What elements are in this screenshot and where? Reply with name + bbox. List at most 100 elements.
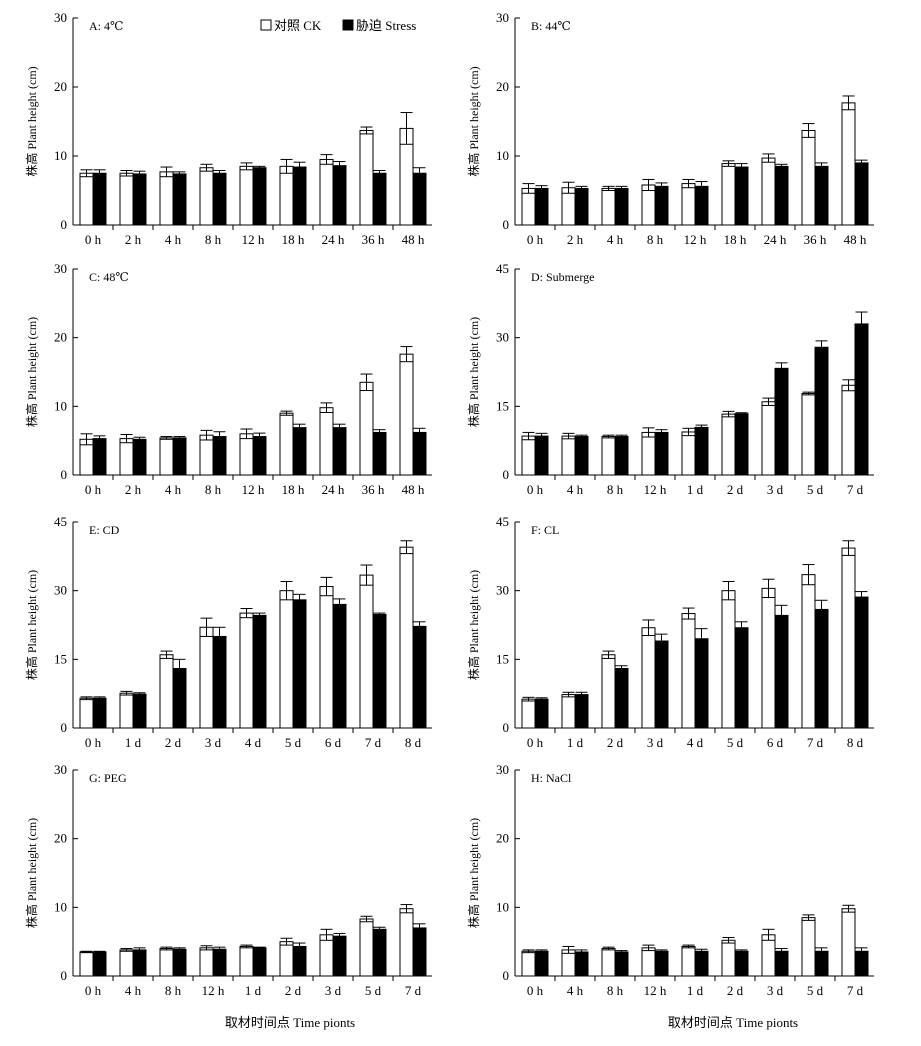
panel-label: D: Submerge xyxy=(531,270,594,284)
x-tick-label: 3 d xyxy=(325,983,342,998)
bar-ck xyxy=(279,941,294,977)
bar-stress xyxy=(372,613,387,729)
bar-ck xyxy=(119,438,134,476)
bar-stress xyxy=(614,436,629,476)
y-axis-title: 株高 Plant height (cm) xyxy=(24,66,39,176)
x-tick-label: 0 h xyxy=(527,983,544,998)
bar-stress xyxy=(172,437,187,476)
bar-stress xyxy=(854,162,869,226)
bar-stress xyxy=(774,165,789,226)
y-axis-title: 株高 Plant height (cm) xyxy=(466,66,481,176)
y-tick-label: 20 xyxy=(496,79,509,94)
x-tick-label: 2 h xyxy=(567,232,584,247)
panel-4: 0 15 30 45 株高 Plant height (cm) D: Submerge 0 … xyxy=(466,261,874,497)
bar-stress xyxy=(252,167,267,226)
bar-ck xyxy=(279,165,294,226)
bar-stress xyxy=(92,951,107,977)
x-tick-label: 1 d xyxy=(687,983,704,998)
y-axis-title: 株高 Plant height (cm) xyxy=(466,317,481,427)
bar-stress xyxy=(774,367,789,476)
y-tick-label: 20 xyxy=(54,831,67,846)
bar-ck xyxy=(761,401,776,476)
bar-stress xyxy=(534,435,549,476)
bar-ck xyxy=(561,435,576,476)
bar-ck xyxy=(841,547,856,729)
x-tick-label: 8 d xyxy=(405,735,422,750)
y-tick-label: 30 xyxy=(54,762,67,777)
bar-ck xyxy=(79,951,94,977)
x-tick-label: 3 d xyxy=(767,983,784,998)
y-tick-label: 30 xyxy=(54,583,67,598)
bar-stress xyxy=(212,948,227,977)
x-tick-label: 2 d xyxy=(165,735,182,750)
x-tick-label: 8 h xyxy=(647,232,664,247)
x-tick-label: 6 d xyxy=(325,735,342,750)
bar-ck xyxy=(521,435,536,476)
bar-stress xyxy=(292,599,307,729)
x-tick-label: 18 h xyxy=(724,232,747,247)
panel-label: F: CL xyxy=(531,523,559,537)
x-tick-label: 5 d xyxy=(365,983,382,998)
y-axis-title: 株高 Plant height (cm) xyxy=(24,818,39,928)
bar-stress xyxy=(332,427,347,476)
x-tick-label: 12 h xyxy=(242,482,265,497)
bar-stress xyxy=(654,640,669,729)
bar-ck xyxy=(761,934,776,977)
x-tick-label: 4 h xyxy=(567,983,584,998)
bar-ck xyxy=(721,163,736,226)
bar-stress xyxy=(372,431,387,476)
x-tick-label: 4 h xyxy=(607,232,624,247)
bar-stress xyxy=(574,694,589,729)
bar-stress xyxy=(292,427,307,476)
y-tick-label: 10 xyxy=(496,148,509,163)
panel-3: 0 10 20 30 株高 Plant height (cm) C: 48℃ 0 h 2 h 4… xyxy=(24,261,432,497)
bar-stress xyxy=(774,614,789,729)
x-tick-label: 4 h xyxy=(165,482,182,497)
panel-label: B: 44℃ xyxy=(531,19,571,33)
bar-stress xyxy=(372,172,387,226)
bar-ck xyxy=(239,945,254,977)
x-tick-label: 3 d xyxy=(767,482,784,497)
y-tick-label: 20 xyxy=(54,79,67,94)
bar-ck xyxy=(359,381,374,476)
x-tick-label: 4 h xyxy=(165,232,182,247)
y-tick-label: 30 xyxy=(496,583,509,598)
x-tick-label: 36 h xyxy=(362,232,385,247)
bar-stress xyxy=(92,697,107,729)
y-tick-label: 0 xyxy=(503,968,510,983)
bar-stress xyxy=(814,608,829,729)
bar-stress xyxy=(332,935,347,977)
x-tick-label: 8 d xyxy=(847,735,864,750)
bar-ck xyxy=(721,590,736,729)
x-tick-label: 4 h xyxy=(125,983,142,998)
x-tick-label: 2 d xyxy=(285,983,302,998)
y-tick-label: 20 xyxy=(54,330,67,345)
legend: 对照 CK 胁迫 Stress xyxy=(260,18,416,33)
bar-stress xyxy=(614,951,629,977)
x-tick-label: 8 h xyxy=(205,482,222,497)
x-tick-label: 2 h xyxy=(125,232,142,247)
y-tick-label: 0 xyxy=(503,720,510,735)
bar-stress xyxy=(252,436,267,476)
x-tick-label: 0 h xyxy=(527,482,544,497)
x-tick-label: 0 h xyxy=(85,482,102,497)
panel-label: A: 4℃ xyxy=(89,19,123,33)
bar-ck xyxy=(521,698,536,729)
bar-ck xyxy=(239,165,254,226)
x-tick-label: 0 h xyxy=(527,232,544,247)
bar-ck xyxy=(561,694,576,729)
bar-ck xyxy=(359,129,374,226)
bar-stress xyxy=(534,950,549,977)
bar-ck xyxy=(801,129,816,226)
panel-label: E: CD xyxy=(89,523,120,537)
bar-ck xyxy=(721,939,736,977)
x-tick-label: 1 d xyxy=(125,735,142,750)
y-tick-label: 20 xyxy=(496,831,509,846)
x-tick-label: 7 d xyxy=(847,983,864,998)
bar-ck xyxy=(199,434,214,476)
bar-stress xyxy=(814,165,829,226)
bar-ck xyxy=(681,431,696,476)
bar-ck xyxy=(399,908,414,977)
panel-label: H: NaCl xyxy=(531,771,572,785)
x-tick-label: 1 d xyxy=(567,735,584,750)
